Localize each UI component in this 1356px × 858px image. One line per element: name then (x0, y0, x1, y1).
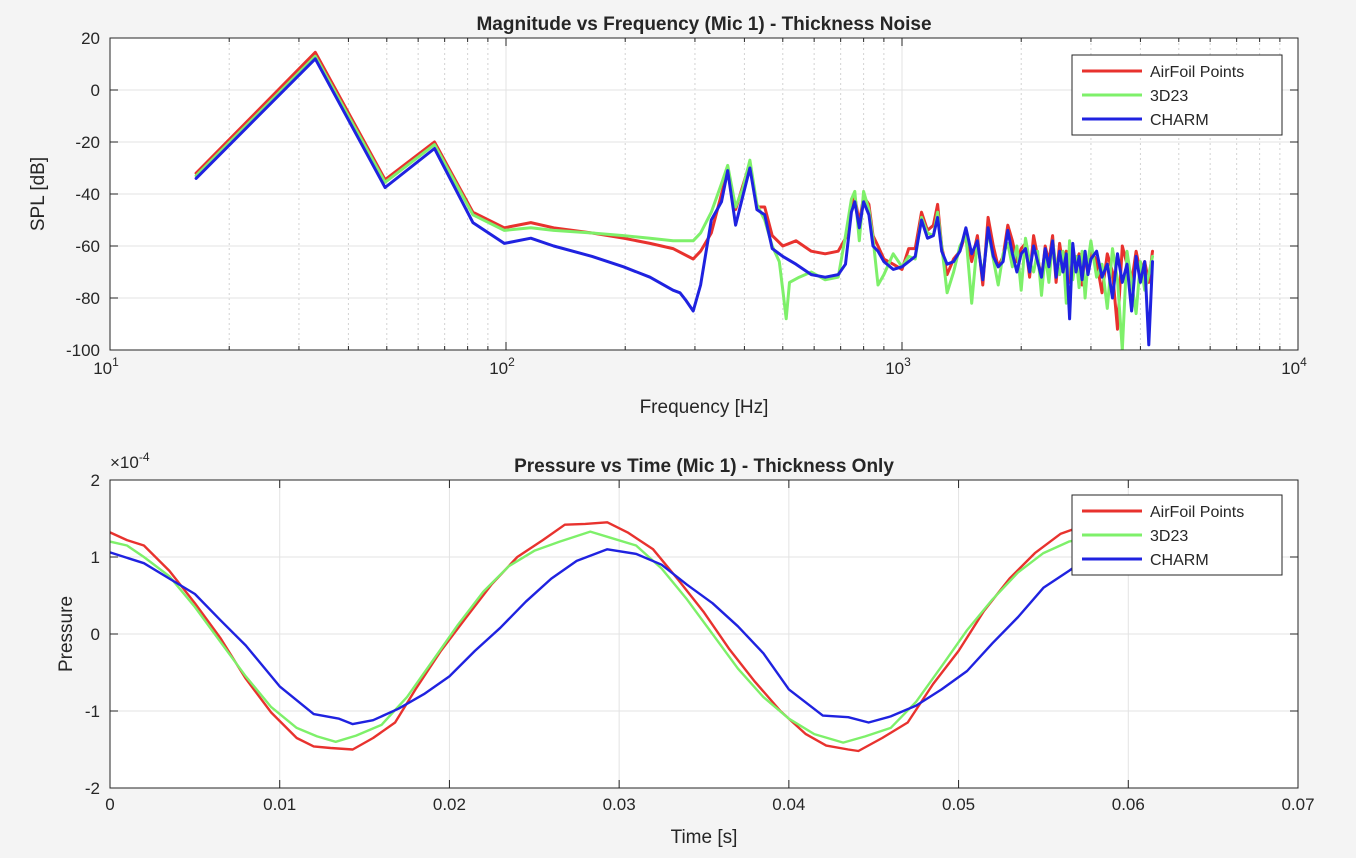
x-tick-label: 0.07 (1281, 795, 1314, 814)
x-tick-label-exp: 1 (112, 355, 119, 369)
x-tick-label: 0.03 (603, 795, 636, 814)
y-tick-label: -40 (75, 185, 100, 204)
series-group (110, 521, 1096, 753)
legend-label: CHARM (1150, 112, 1209, 129)
x-axis-label: Time [s] (671, 827, 738, 848)
x-tick-label-exp: 3 (904, 355, 911, 369)
x-tick-label: 0.02 (433, 795, 466, 814)
series-line-charm (194, 57, 1154, 347)
y-tick-label: -2 (85, 779, 100, 798)
x-tick-label-exp: 4 (1300, 355, 1307, 369)
y-exponent-label: ×10-4 (110, 450, 150, 472)
bottom-axes: 0 0.01 0.02 0.03 0.04 0.05 0.06 0.07 -2 -1 0 1 2 ×10-… (56, 450, 1315, 848)
y-tick-label: -100 (66, 341, 100, 360)
y-tick-label: -60 (75, 237, 100, 256)
y-exponent-power: -4 (139, 450, 150, 464)
legend-label: CHARM (1150, 552, 1209, 569)
x-tick-label: 0.04 (772, 795, 805, 814)
series-line-airfoil-points (110, 521, 1088, 753)
x-tick-label-base: 10 (93, 359, 112, 378)
y-tick-label: -20 (75, 133, 100, 152)
chart-title: Pressure vs Time (Mic 1) - Thickness Onl… (514, 456, 894, 477)
y-tick-label: 0 (91, 625, 100, 644)
y-tick-label: 2 (91, 471, 100, 490)
series-group (194, 50, 1154, 350)
x-tick-label: 103 (885, 355, 911, 378)
series-line-3d23 (110, 530, 1096, 744)
legend-label: 3D23 (1150, 88, 1188, 105)
x-tick-label: 0.06 (1112, 795, 1145, 814)
x-tick-label: 102 (489, 355, 515, 378)
legend-label: AirFoil Points (1150, 64, 1244, 81)
y-axis-label: Pressure (56, 596, 77, 672)
y-tick-label: 20 (81, 29, 100, 48)
x-tick-label: 0.05 (942, 795, 975, 814)
x-tick-label-base: 10 (1281, 359, 1300, 378)
top-axes: 101 102 103 104-100-80-60-40-20020Magnitude… (28, 14, 1307, 418)
x-axis-label: Frequency [Hz] (640, 397, 769, 418)
x-tick-label-base: 10 (885, 359, 904, 378)
x-tick-label: 0.01 (263, 795, 296, 814)
y-axis-label: SPL [dB] (28, 157, 49, 231)
y-tick-label: -80 (75, 289, 100, 308)
x-tick-label: 0 (105, 795, 114, 814)
x-tick-label-exp: 2 (508, 355, 515, 369)
y-tick-label: 0 (91, 81, 100, 100)
legend-label: AirFoil Points (1150, 504, 1244, 521)
series-line-charm (110, 548, 1096, 726)
legend-label: 3D23 (1150, 528, 1188, 545)
legend: AirFoil Points 3D23 CHARM (1071, 494, 1283, 576)
y-tick-label: 1 (91, 548, 100, 567)
x-tick-label-base: 10 (489, 359, 508, 378)
legend: AirFoil Points 3D23 CHARM (1071, 54, 1283, 136)
y-exponent-base: ×10 (110, 453, 139, 472)
x-tick-label: 104 (1281, 355, 1307, 378)
chart-title: Magnitude vs Frequency (Mic 1) - Thickne… (476, 14, 931, 35)
y-tick-label: -1 (85, 702, 100, 721)
x-tick-label: 101 (93, 355, 119, 378)
